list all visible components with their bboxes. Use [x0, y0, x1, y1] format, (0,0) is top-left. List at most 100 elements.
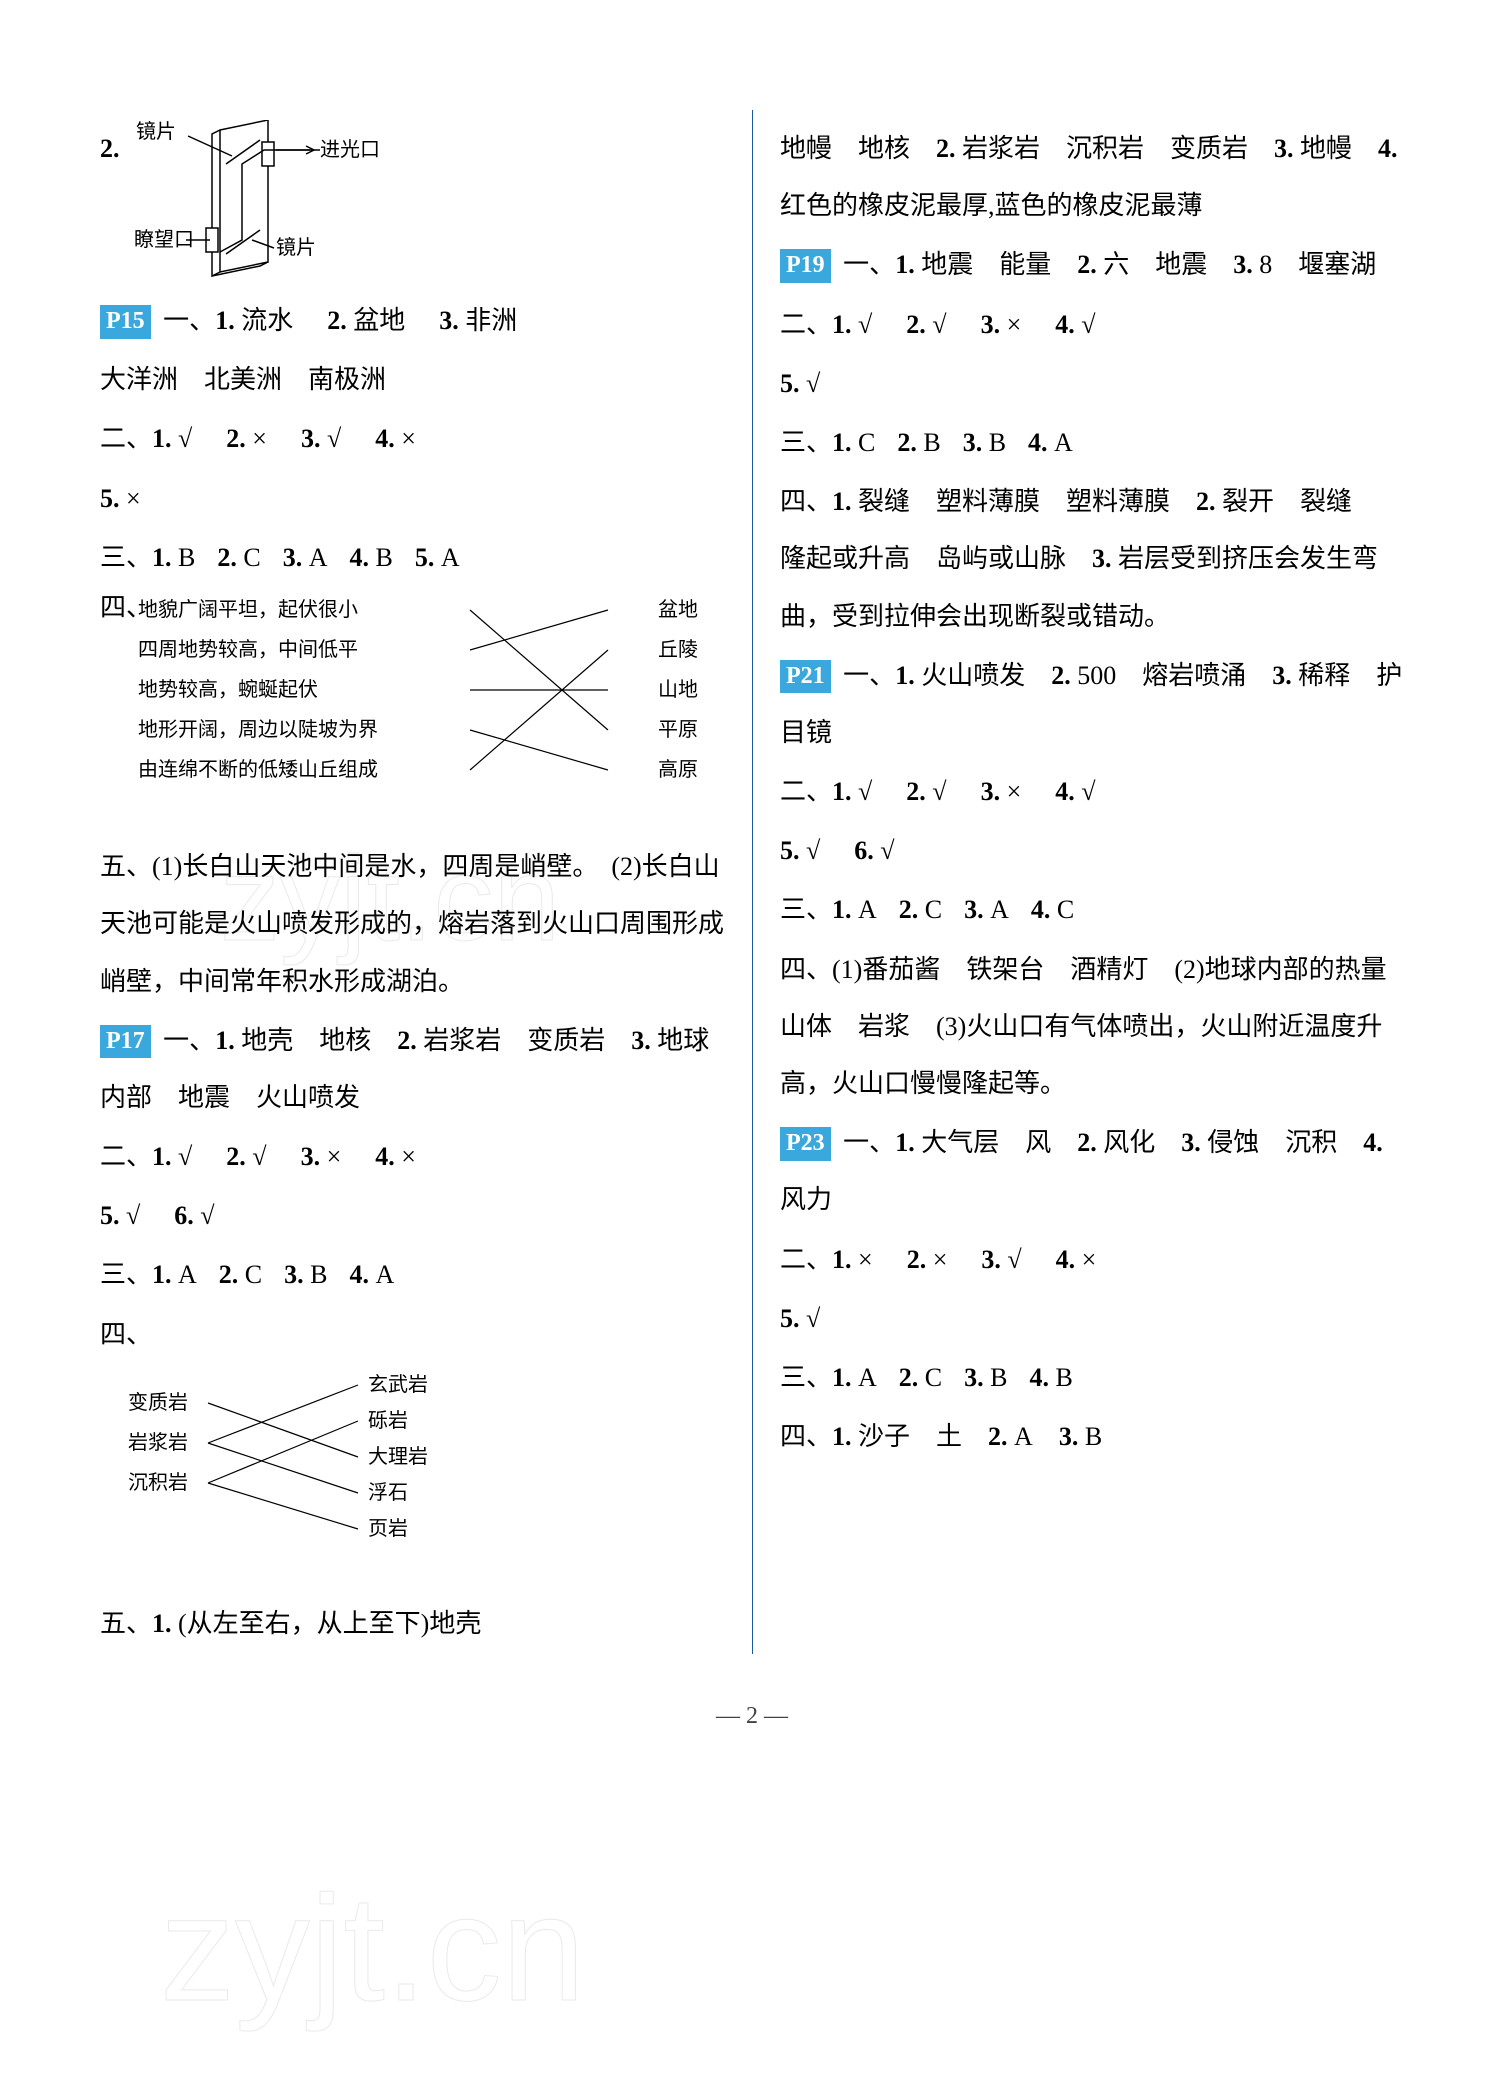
item-num: 3.: [981, 310, 1001, 339]
page-tag: P15: [100, 305, 151, 339]
answer-text: √: [327, 424, 341, 453]
matching-diagram-icon: 四、地貌广阔平坦，起伏很小四周地势较高，中间低平地势较高，蜿蜒起伏地形开阔，周边…: [100, 592, 720, 812]
answer-text: √: [178, 1142, 192, 1171]
p15-s2: 二、1. √2. ×3. √4. ×: [100, 410, 724, 467]
item-num: 1.: [152, 424, 172, 453]
svg-text:砾岩: 砾岩: [368, 1409, 408, 1432]
answer-text: ×: [1007, 310, 1022, 339]
answer-text: A: [375, 1260, 394, 1289]
p17-s3: 三、1. A2. C3. B4. A: [100, 1246, 724, 1303]
item-num: 4.: [349, 543, 369, 572]
section-label: 一、: [843, 661, 895, 690]
periscope-diagram-icon: 镜片 进光口 瞭望口 镜片: [134, 120, 394, 290]
p17-s4-label: 四、: [100, 1306, 724, 1363]
p21-s2: 二、1. √2. √3. ×4. √: [780, 763, 1404, 820]
item-num: 4.: [1055, 310, 1075, 339]
section-label: 五、: [100, 1609, 152, 1638]
answer-text: √: [932, 777, 946, 806]
p23-s2-line2: 5. √: [780, 1290, 1404, 1347]
answer-text: 流水: [241, 306, 293, 335]
p17-rock-match: 变质岩岩浆岩沉积岩玄武岩砾岩大理岩浮石页岩: [128, 1369, 724, 1589]
svg-text:盆地: 盆地: [658, 598, 698, 621]
p17-s2: 二、1. √2. √3. ×4. ×: [100, 1128, 724, 1185]
answer-text: C: [925, 1363, 942, 1392]
p15-s1-cont: 大洋洲 北美洲 南极洲: [100, 351, 724, 408]
answer-text: √: [1081, 777, 1095, 806]
answer-text: A: [858, 895, 877, 924]
answer-text: C: [925, 895, 942, 924]
p21-s4: 四、(1)番茄酱 铁架台 酒精灯 (2)地球内部的热量 山体 岩浆 (3)火山口…: [780, 941, 1404, 1113]
section-label: 一、: [163, 1026, 215, 1055]
answer-text: ×: [252, 424, 267, 453]
answer-text: ×: [1007, 777, 1022, 806]
svg-text:大理岩: 大理岩: [368, 1445, 428, 1468]
section-label: 二、: [100, 1142, 152, 1171]
q2-num: 2.: [100, 120, 120, 177]
answer-text: 盆地: [353, 306, 405, 335]
p17-section: P17 一、1. 地壳 地核 2. 岩浆岩 变质岩 3. 地球内部 地震 火山喷…: [100, 1012, 724, 1126]
p21-s3: 三、1. A2. C3. A4. C: [780, 881, 1404, 938]
answer-text: ×: [1082, 1245, 1097, 1274]
answer-text: C: [1057, 895, 1074, 924]
item-num: 5.: [780, 836, 800, 865]
item-num: 2.: [327, 306, 347, 335]
answer-text: ×: [126, 484, 141, 513]
svg-text:丘陵: 丘陵: [658, 638, 698, 661]
svg-text:玄武岩: 玄武岩: [368, 1373, 428, 1396]
svg-text:地形开阔，周边以陡坡为界: 地形开阔，周边以陡坡为界: [138, 718, 378, 741]
answer-text: B: [1055, 1363, 1072, 1392]
answer-text: √: [1081, 310, 1095, 339]
answer-text: A: [858, 1363, 877, 1392]
page-number: 2: [746, 1703, 758, 1729]
q2-block: 2.: [100, 120, 724, 290]
answer-text: ×: [401, 424, 416, 453]
p21-section: P21 一、1. 火山喷发 2. 500 熔岩喷涌 3. 稀释 护目镜: [780, 647, 1404, 761]
p21-s2-line2: 5. √6. √: [780, 822, 1404, 879]
item-num: 6.: [174, 1201, 194, 1230]
item-num: 4.: [375, 1142, 395, 1171]
answer-text: √: [126, 1201, 140, 1230]
item-num: 6.: [854, 836, 874, 865]
item-num: 2.: [219, 1260, 239, 1289]
answer-text: B: [310, 1260, 327, 1289]
item-num: 4.: [1029, 1363, 1049, 1392]
section-label: 三、: [780, 895, 832, 924]
section-label: 一、: [163, 306, 215, 335]
answer-text: A: [178, 1260, 197, 1289]
item-num: 1.: [832, 428, 852, 457]
answer-text: A: [1054, 428, 1073, 457]
p19-s2: 二、1. √2. √3. ×4. √: [780, 296, 1404, 353]
section-label: 四、: [780, 1422, 832, 1451]
answer-text: A: [309, 543, 328, 572]
svg-text:平原: 平原: [658, 719, 698, 741]
page-tag: P23: [780, 1127, 831, 1161]
section-label: 三、: [780, 1363, 832, 1392]
answer-text: 非洲: [465, 306, 517, 335]
item-num: 2.: [906, 777, 926, 806]
svg-text:沉积岩: 沉积岩: [128, 1471, 188, 1494]
answer-text: C: [245, 1260, 262, 1289]
item-num: 3.: [301, 1142, 321, 1171]
viewport-label: 瞭望口: [134, 228, 194, 251]
svg-text:四周地势较高，中间低平: 四周地势较高，中间低平: [138, 638, 358, 661]
answer-text: √: [200, 1201, 214, 1230]
answer-text: √: [806, 1304, 820, 1333]
p17-cont: 地幔 地核 2. 岩浆岩 沉积岩 变质岩 3. 地幔 4. 红色的橡皮泥最厚,蓝…: [780, 120, 1404, 234]
p19-s4: 四、1. 裂缝 塑料薄膜 塑料薄膜 2. 裂开 裂缝 隆起或升高 岛屿或山脉 3…: [780, 473, 1404, 645]
answer-text: B: [990, 1363, 1007, 1392]
item-num: 4.: [1028, 428, 1048, 457]
answer-text: B: [923, 428, 940, 457]
p23-section: P23 一、1. 大气层 风 2. 风化 3. 侵蚀 沉积 4. 风力: [780, 1114, 1404, 1228]
rock-matching-diagram-icon: 变质岩岩浆岩沉积岩玄武岩砾岩大理岩浮石页岩: [128, 1369, 488, 1569]
item-num: 5.: [100, 1201, 120, 1230]
answer-text: 1. 沙子 土 2. A 3. B: [832, 1422, 1102, 1451]
item-num: 1.: [152, 543, 172, 572]
p15-section: P15 一、1. 流水2. 盆地3. 非洲: [100, 292, 724, 349]
watermark-icon: zyjt.cn: [160, 1860, 860, 2040]
section-label: 三、: [100, 543, 152, 572]
item-num: 2.: [897, 428, 917, 457]
column-divider: [752, 110, 753, 1654]
answer-text: 1. (从左至右，从上至下)地壳: [152, 1609, 481, 1638]
section-label: 四、: [780, 487, 832, 516]
item-num: 3.: [981, 777, 1001, 806]
